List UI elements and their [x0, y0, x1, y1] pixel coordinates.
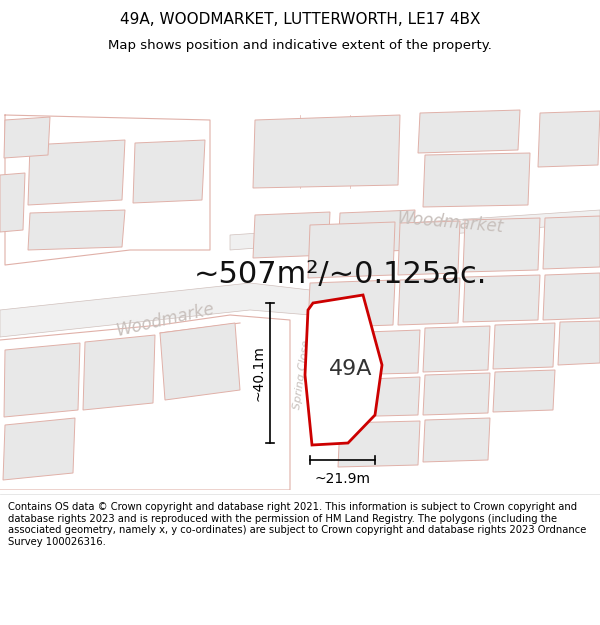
Polygon shape [398, 221, 460, 275]
Text: Spring Close: Spring Close [292, 340, 312, 410]
Polygon shape [423, 326, 490, 372]
Polygon shape [253, 115, 400, 188]
Polygon shape [463, 275, 540, 322]
Polygon shape [338, 330, 420, 375]
Polygon shape [398, 278, 460, 325]
Polygon shape [338, 210, 415, 253]
Text: ~507m²/~0.125ac.: ~507m²/~0.125ac. [193, 261, 487, 289]
Polygon shape [28, 140, 125, 205]
Polygon shape [543, 273, 600, 320]
Polygon shape [418, 110, 520, 153]
Polygon shape [308, 280, 395, 328]
Text: 49A, WOODMARKET, LUTTERWORTH, LE17 4BX: 49A, WOODMARKET, LUTTERWORTH, LE17 4BX [120, 12, 480, 27]
Polygon shape [4, 343, 80, 417]
Polygon shape [558, 321, 600, 365]
Polygon shape [0, 283, 310, 337]
Polygon shape [423, 418, 490, 462]
Polygon shape [493, 370, 555, 412]
Text: Map shows position and indicative extent of the property.: Map shows position and indicative extent… [108, 39, 492, 51]
Polygon shape [230, 210, 600, 250]
Polygon shape [338, 377, 420, 417]
Text: Woodmarke: Woodmarke [114, 300, 216, 340]
Text: Contains OS data © Crown copyright and database right 2021. This information is : Contains OS data © Crown copyright and d… [8, 502, 586, 547]
Polygon shape [305, 295, 382, 445]
Polygon shape [133, 140, 205, 203]
Polygon shape [493, 323, 555, 369]
Polygon shape [3, 418, 75, 480]
Polygon shape [423, 373, 490, 415]
Polygon shape [463, 218, 540, 272]
Polygon shape [4, 117, 50, 158]
Polygon shape [538, 111, 600, 167]
Text: ~21.9m: ~21.9m [314, 472, 371, 486]
Polygon shape [543, 216, 600, 269]
Polygon shape [160, 323, 240, 400]
Text: Woodmarket: Woodmarket [396, 209, 504, 237]
Polygon shape [0, 173, 25, 232]
Polygon shape [338, 421, 420, 467]
Text: ~40.1m: ~40.1m [251, 345, 265, 401]
Polygon shape [28, 210, 125, 250]
Polygon shape [423, 153, 530, 207]
Polygon shape [308, 222, 395, 278]
Text: 49A: 49A [329, 359, 372, 379]
Polygon shape [83, 335, 155, 410]
Polygon shape [253, 212, 330, 258]
